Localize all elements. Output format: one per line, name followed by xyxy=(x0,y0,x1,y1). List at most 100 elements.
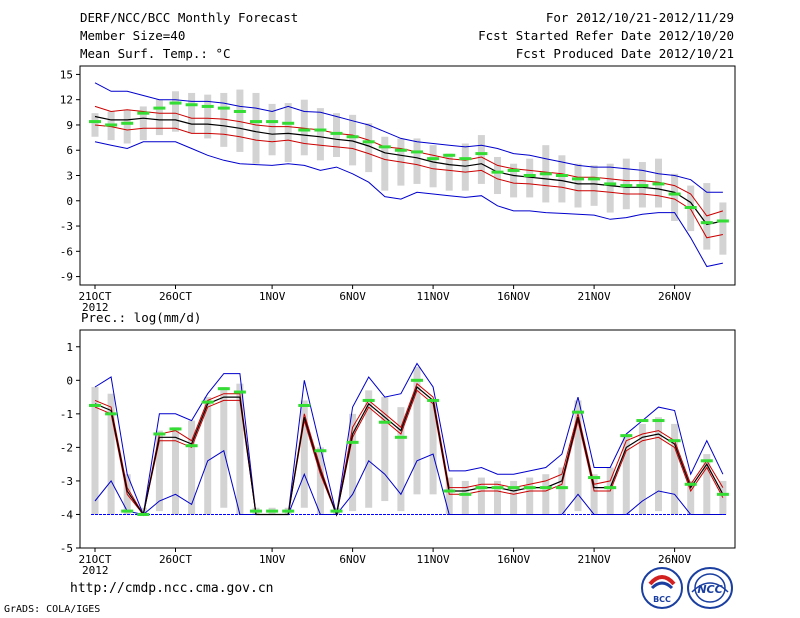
temp-ensemble-box xyxy=(429,145,437,188)
prec-median-mark xyxy=(153,432,166,436)
bcc-logo-text: BCC xyxy=(653,595,671,604)
temp-ensemble-box xyxy=(252,92,260,164)
temp-ytick-label: 6 xyxy=(66,144,73,157)
temp-median-mark xyxy=(233,109,246,113)
prec-xtick-year: 2012 xyxy=(82,564,109,577)
temp-ensemble-box xyxy=(461,143,469,191)
prec-median-mark xyxy=(443,489,456,493)
temp-ytick-label: 3 xyxy=(66,170,73,183)
prec-median-mark xyxy=(620,434,633,438)
prec-median-mark xyxy=(185,444,198,448)
temp-median-mark xyxy=(282,121,295,125)
temp-xtick-label: 6NOV xyxy=(339,290,366,303)
prec-ytick-label: -5 xyxy=(60,542,73,555)
prec-median-mark xyxy=(684,482,697,486)
prec-median-mark xyxy=(233,390,246,394)
prec-upper-line xyxy=(94,382,724,517)
prec-median-mark xyxy=(378,420,391,424)
temp-median-mark xyxy=(169,101,182,105)
prec-median-mark xyxy=(427,398,440,402)
temp-median-mark xyxy=(105,123,118,127)
temp-ensemble-box xyxy=(349,114,357,166)
prec-xtick-label: 21NOV xyxy=(578,553,611,566)
prec-ensemble-box xyxy=(542,474,550,515)
temp-median-mark xyxy=(588,177,601,181)
temp-ensemble-box xyxy=(494,156,501,195)
temp-median-mark xyxy=(572,177,584,181)
website-url[interactable]: http://cmdp.ncc.cma.gov.cn xyxy=(70,581,274,596)
temp-ytick-label: 0 xyxy=(66,195,73,208)
prec-max-line xyxy=(94,362,724,517)
prec-xtick-label: 26OCT xyxy=(159,553,192,566)
prec-ensemble-box xyxy=(494,480,501,515)
temp-ensemble-box xyxy=(155,99,163,136)
temp-median-mark xyxy=(330,131,343,135)
temp-ytick-label: 9 xyxy=(66,119,73,132)
prec-ensemble-box xyxy=(188,420,196,515)
temp-ensemble-box xyxy=(590,165,598,206)
prec-median-mark xyxy=(475,486,488,490)
prec-median-mark xyxy=(282,509,295,513)
prec-xtick-label: 1NOV xyxy=(259,553,286,566)
temp-ensemble-box xyxy=(445,153,453,191)
temp-median-mark xyxy=(716,219,729,223)
prec-median-mark xyxy=(314,449,327,453)
temp-ensemble-box xyxy=(477,135,485,184)
prec-ensemble-box xyxy=(349,413,357,512)
prec-median-mark xyxy=(362,398,375,402)
prec-median-mark xyxy=(652,419,665,423)
temp-median-mark xyxy=(89,120,101,124)
forecast-produced-date: Fcst Produced Date 2012/10/21 xyxy=(515,46,734,61)
temp-median-mark xyxy=(427,157,440,161)
prec-median-mark xyxy=(394,435,407,439)
temp-median-mark xyxy=(250,120,262,124)
prec-ytick-label: -4 xyxy=(60,508,74,521)
temp-xtick-label: 16NOV xyxy=(497,290,530,303)
prec-xtick-label: 6NOV xyxy=(339,553,366,566)
prec-ensemble-box xyxy=(687,480,695,515)
prec-median-mark xyxy=(572,410,584,414)
temp-median-mark xyxy=(378,145,391,149)
prec-median-mark xyxy=(266,509,279,513)
prec-ensemble-box xyxy=(236,383,244,515)
temp-ensemble-box xyxy=(333,113,340,157)
prec-median-mark xyxy=(523,486,536,490)
temp-median-mark xyxy=(185,103,198,107)
temp-ensemble-box xyxy=(316,108,324,161)
temp-median-mark xyxy=(298,128,311,132)
temp-median-mark xyxy=(475,152,488,156)
prec-ensemble-box xyxy=(477,477,485,515)
temp-median-mark xyxy=(604,182,617,186)
prec-ensemble-box xyxy=(413,366,421,495)
temp-median-mark xyxy=(684,206,697,210)
temp-min-line xyxy=(94,141,724,268)
prec-median-mark xyxy=(250,509,262,513)
prec-ensemble-box xyxy=(558,467,566,515)
prec-median-mark xyxy=(459,492,472,496)
prec-ensemble-box xyxy=(204,397,212,515)
prec-ensemble-box xyxy=(622,433,630,515)
temp-ytick-label: 12 xyxy=(60,94,73,107)
prec-mean-line xyxy=(94,385,724,517)
prec-median-mark xyxy=(105,412,118,416)
temp-median-mark xyxy=(137,111,150,115)
prec-median-mark xyxy=(330,509,343,513)
temp-xtick-label: 26NOV xyxy=(658,290,691,303)
prec-ensemble-box xyxy=(671,423,679,515)
prec-ensemble-box xyxy=(703,454,711,515)
prec-median-mark xyxy=(668,439,681,443)
prec-median-mark xyxy=(491,486,504,490)
temp-xtick-label: 21OCT xyxy=(78,290,111,303)
temp-xtick-label: 1NOV xyxy=(259,290,286,303)
temp-ensemble-box xyxy=(188,92,196,134)
prec-ytick-label: -2 xyxy=(60,441,73,454)
temp-ensemble-box xyxy=(91,113,99,137)
prec-median-mark xyxy=(700,459,713,463)
temp-ensemble-box xyxy=(526,158,534,198)
prec-ensemble-box xyxy=(526,477,534,515)
prec-median-mark xyxy=(298,403,311,407)
temp-ensemble-box xyxy=(123,109,131,144)
temp-ytick-label: -6 xyxy=(60,245,73,258)
temp-ensemble-box xyxy=(606,163,614,213)
temp-median-mark xyxy=(394,148,407,152)
